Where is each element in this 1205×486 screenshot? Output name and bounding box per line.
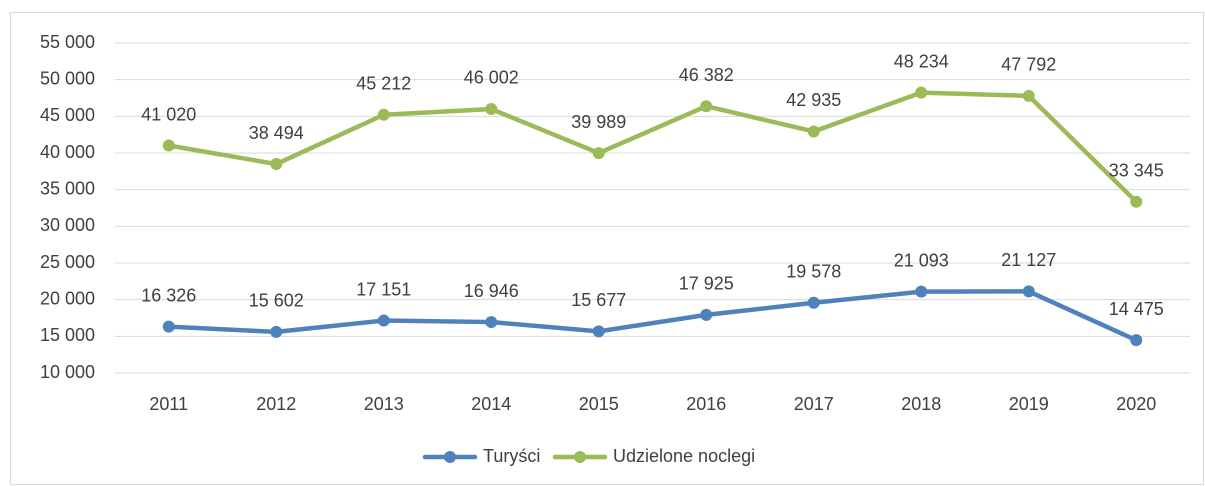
y-tick-label: 40 000: [40, 142, 95, 162]
data-label: 15 677: [571, 290, 626, 310]
series-line: [166, 90, 1139, 205]
data-label: 45 212: [356, 74, 411, 94]
y-tick-label: 20 000: [40, 288, 95, 308]
marker: [592, 147, 605, 160]
marker: [485, 102, 498, 115]
marker: [700, 308, 713, 321]
data-label: 48 234: [894, 51, 949, 71]
x-tick-label: 2018: [901, 394, 941, 414]
data-label: 16 326: [141, 285, 196, 305]
y-tick-label: 45 000: [40, 105, 95, 125]
marker: [915, 285, 928, 298]
data-label: 21 127: [1001, 250, 1056, 270]
x-tick-label: 2019: [1009, 394, 1049, 414]
data-label: 19 578: [786, 262, 841, 282]
x-tick-label: 2016: [686, 394, 726, 414]
y-tick-label: 25 000: [40, 252, 95, 272]
x-tick-label: 2012: [256, 394, 296, 414]
x-tick-label: 2015: [579, 394, 619, 414]
marker: [915, 86, 928, 99]
marker: [162, 320, 175, 333]
data-label: 41 020: [141, 104, 196, 124]
y-tick-label: 15 000: [40, 325, 95, 345]
marker: [270, 325, 283, 338]
y-tick-label: 55 000: [40, 32, 95, 52]
x-tick-label: 2014: [471, 394, 511, 414]
marker: [807, 125, 820, 138]
y-tick-label: 30 000: [40, 215, 95, 235]
x-tick-label: 2017: [794, 394, 834, 414]
x-tick-label: 2013: [364, 394, 404, 414]
data-label: 17 151: [356, 279, 411, 299]
series-line: [166, 289, 1139, 343]
marker: [1022, 89, 1035, 102]
legend-label: Turyści: [483, 446, 540, 466]
data-label: 39 989: [571, 112, 626, 132]
y-tick-label: 35 000: [40, 178, 95, 198]
marker: [1130, 195, 1143, 208]
marker: [377, 108, 390, 121]
marker: [485, 316, 498, 329]
data-label: 46 382: [679, 65, 734, 85]
y-tick-label: 10 000: [40, 362, 95, 382]
y-tick-label: 50 000: [40, 68, 95, 88]
marker: [807, 296, 820, 309]
x-tick-label: 2020: [1116, 394, 1156, 414]
data-label: 14 475: [1109, 299, 1164, 319]
marker: [377, 314, 390, 327]
marker: [270, 158, 283, 171]
data-label: 21 093: [894, 250, 949, 270]
data-label: 42 935: [786, 90, 841, 110]
legend-marker: [444, 451, 456, 463]
data-label: 38 494: [249, 123, 304, 143]
marker: [162, 139, 175, 152]
legend-label: Udzielone noclegi: [613, 446, 755, 466]
data-label: 16 946: [464, 281, 519, 301]
data-label: 15 602: [249, 291, 304, 311]
chart-border: [10, 12, 1204, 485]
x-tick-label: 2011: [149, 394, 188, 414]
marker: [1022, 285, 1035, 298]
data-label: 46 002: [464, 68, 519, 88]
data-label: 33 345: [1109, 161, 1164, 181]
marker: [1130, 334, 1143, 347]
data-label: 17 925: [679, 274, 734, 294]
marker: [700, 100, 713, 113]
marker: [592, 325, 605, 338]
data-label: 47 792: [1001, 55, 1056, 75]
legend-marker: [574, 451, 586, 463]
